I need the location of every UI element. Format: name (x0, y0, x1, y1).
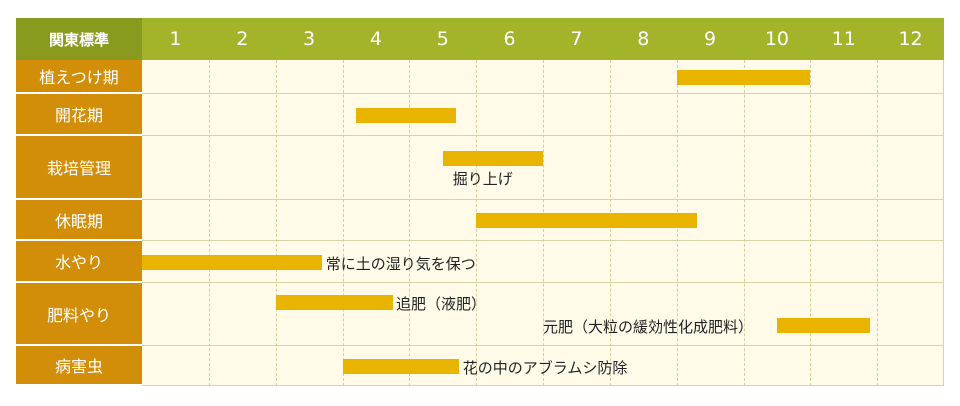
bar-annotation: 追肥（液肥） (395, 295, 486, 313)
month-gridline (810, 60, 812, 386)
period-bar (442, 151, 543, 166)
row-label: 病害虫 (16, 346, 142, 386)
period-bar (776, 318, 871, 333)
row-label: 肥料やり (16, 283, 142, 346)
period-bar (142, 254, 323, 270)
period-bar (275, 295, 393, 310)
row-label: 栽培管理 (16, 136, 142, 200)
period-bar (355, 107, 457, 123)
month-label: 2 (236, 28, 249, 50)
month-gridline (743, 60, 745, 386)
row-label: 休眠期 (16, 200, 142, 241)
month-gridline (208, 60, 210, 386)
bar-annotation: 元肥（大粒の緩効性化成肥料） (543, 318, 754, 336)
period-bar (476, 213, 697, 228)
month-label: 3 (303, 28, 316, 50)
month-label: 8 (637, 28, 650, 50)
period-bar (342, 358, 460, 374)
bar-annotation: 花の中のアブラムシ防除 (462, 359, 628, 377)
month-label: 7 (570, 28, 583, 50)
month-label: 4 (369, 28, 382, 50)
bar-annotation: 常に土の湿り気を保つ (325, 255, 476, 273)
month-label: 11 (831, 28, 856, 50)
month-label: 9 (704, 28, 717, 50)
row-label: 水やり (16, 241, 142, 283)
row-label: 植えつけ期 (16, 60, 142, 94)
region-label: 関東標準 (16, 18, 142, 60)
period-bar (676, 69, 811, 85)
month-label: 5 (436, 28, 449, 50)
row-label: 開花期 (16, 94, 142, 136)
month-header-band (142, 18, 944, 60)
month-gridline (342, 60, 344, 386)
month-label: 1 (169, 28, 182, 50)
month-label: 6 (503, 28, 516, 50)
bar-annotation: 掘り上げ (452, 170, 513, 188)
month-gridline (275, 60, 277, 386)
grid-border (142, 60, 944, 386)
month-gridline (877, 60, 879, 386)
month-label: 12 (898, 28, 923, 50)
month-gridline (409, 60, 411, 386)
month-label: 10 (764, 28, 789, 50)
